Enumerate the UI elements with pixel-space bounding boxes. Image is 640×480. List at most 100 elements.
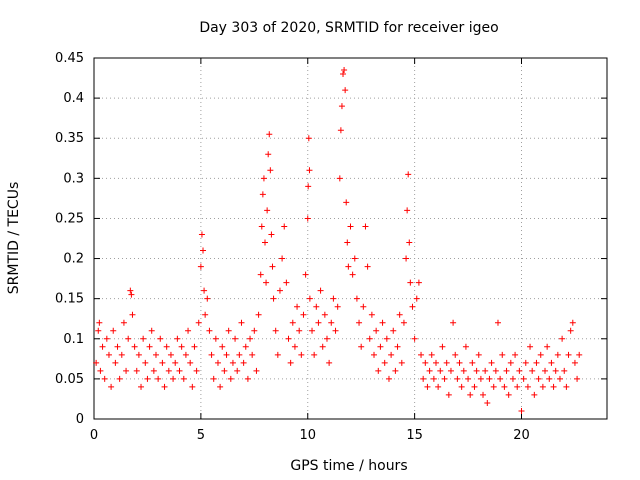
data-point	[456, 359, 463, 366]
data-point	[176, 367, 183, 374]
y-tick-label: 0.15	[55, 292, 84, 307]
data-point	[152, 351, 159, 358]
data-point	[394, 343, 401, 350]
data-point	[337, 127, 344, 134]
data-point	[441, 375, 448, 382]
data-point	[565, 351, 572, 358]
data-point	[105, 351, 112, 358]
data-point	[379, 319, 386, 326]
data-point	[561, 367, 568, 374]
data-point	[96, 319, 103, 326]
data-point	[398, 359, 405, 366]
data-point	[371, 351, 378, 358]
data-point	[544, 343, 551, 350]
data-point	[101, 375, 108, 382]
data-point	[450, 319, 457, 326]
data-point	[219, 343, 226, 350]
data-point	[569, 319, 576, 326]
data-point	[274, 351, 281, 358]
data-point	[418, 351, 425, 358]
data-point	[127, 287, 134, 294]
data-point	[110, 327, 117, 334]
data-point	[258, 223, 265, 230]
data-point	[516, 367, 523, 374]
data-point	[170, 375, 177, 382]
data-point	[388, 351, 395, 358]
data-point	[462, 343, 469, 350]
data-point	[234, 367, 241, 374]
x-tick-label: 10	[299, 428, 316, 443]
data-points	[93, 67, 583, 414]
axis-ticks: 0 0.05 0.1 0.15 0.2 0.25 0.3 0.35 0.4 0.45 0 5 10 15 2…	[55, 51, 607, 443]
data-point	[236, 351, 243, 358]
data-point	[306, 167, 313, 174]
data-point	[439, 343, 446, 350]
data-point	[223, 351, 230, 358]
y-tick-label: 0.4	[63, 91, 84, 106]
data-point	[383, 335, 390, 342]
data-point	[430, 375, 437, 382]
data-point	[244, 375, 251, 382]
data-point	[336, 175, 343, 182]
data-point	[146, 343, 153, 350]
data-point	[576, 351, 583, 358]
data-point	[332, 327, 339, 334]
data-point	[99, 343, 106, 350]
data-point	[484, 399, 491, 406]
data-point	[345, 263, 352, 270]
data-point	[283, 279, 290, 286]
data-point	[227, 375, 234, 382]
data-point	[537, 351, 544, 358]
data-point	[535, 375, 542, 382]
x-tick-label: 20	[513, 428, 530, 443]
data-point	[214, 359, 221, 366]
data-point	[362, 223, 369, 230]
data-point	[358, 343, 365, 350]
data-point	[240, 359, 247, 366]
data-point	[249, 351, 256, 358]
data-point	[514, 383, 521, 390]
data-point	[174, 335, 181, 342]
data-point	[163, 343, 170, 350]
data-point	[253, 367, 260, 374]
y-tick-label: 0.1	[63, 332, 84, 347]
data-point	[103, 335, 110, 342]
data-point	[574, 375, 581, 382]
data-point	[403, 255, 410, 262]
data-point	[405, 171, 412, 178]
data-point	[390, 327, 397, 334]
data-point	[458, 383, 465, 390]
data-point	[460, 367, 467, 374]
data-point	[138, 383, 145, 390]
data-point	[225, 327, 232, 334]
data-point	[342, 87, 349, 94]
data-point	[492, 367, 499, 374]
data-point	[341, 67, 348, 74]
data-point	[503, 367, 510, 374]
data-point	[321, 311, 328, 318]
x-tick-label: 0	[90, 428, 98, 443]
data-point	[433, 359, 439, 366]
data-point	[531, 391, 538, 398]
data-point	[486, 375, 493, 382]
data-point	[409, 303, 416, 310]
data-point	[527, 343, 534, 350]
data-point	[291, 343, 298, 350]
data-point	[302, 271, 309, 278]
data-point	[144, 375, 151, 382]
data-point	[559, 335, 566, 342]
data-point	[522, 359, 529, 366]
data-point	[267, 167, 274, 174]
data-point	[368, 311, 375, 318]
data-point	[328, 319, 335, 326]
data-point	[129, 311, 136, 318]
data-point	[533, 359, 540, 366]
data-point	[351, 255, 358, 262]
data-point	[195, 319, 202, 326]
data-point	[202, 311, 209, 318]
data-point	[260, 175, 267, 182]
data-point	[208, 351, 215, 358]
data-point	[294, 303, 301, 310]
data-point	[480, 391, 487, 398]
